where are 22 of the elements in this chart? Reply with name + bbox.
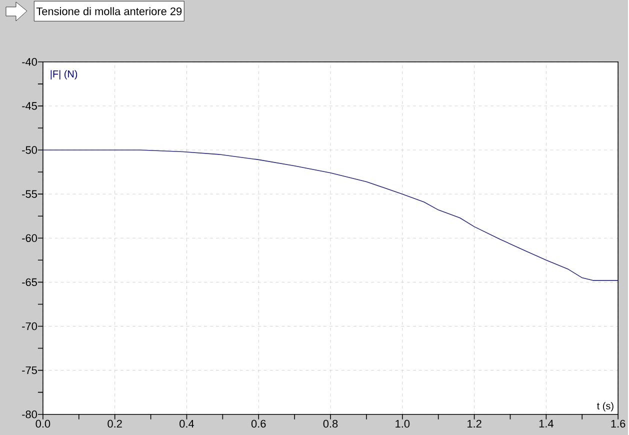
x-tick-label: 1.4 [539,420,554,428]
x-tick-label: 0.0 [36,420,50,428]
x-tick-label: 1.6 [611,420,626,428]
y-tick-label: -50 [22,146,37,154]
y-tick-label: -55 [22,190,37,198]
x-tick-label: 0.8 [323,420,338,428]
y-tick-label: -60 [22,234,37,242]
y-tick-label: -75 [22,366,37,374]
x-axis-title: t (s) [597,402,614,412]
x-tick-label: 0.2 [108,420,122,428]
y-axis-title: |F| (N) [50,70,78,80]
x-tick-label: 0.4 [180,420,194,428]
x-tick-label: 1.0 [396,420,410,428]
y-tick-label: -40 [22,58,37,66]
y-tick-label: -45 [22,102,37,110]
x-tick-label: 0.6 [251,420,266,428]
y-tick-label: -80 [22,410,37,418]
chart-title: Tensione di molla anteriore 29 [36,7,182,16]
line-series [42,149,618,281]
y-tick-label: -65 [22,278,37,286]
y-tick-label: -70 [22,322,37,330]
x-tick-label: 1.2 [468,420,482,428]
